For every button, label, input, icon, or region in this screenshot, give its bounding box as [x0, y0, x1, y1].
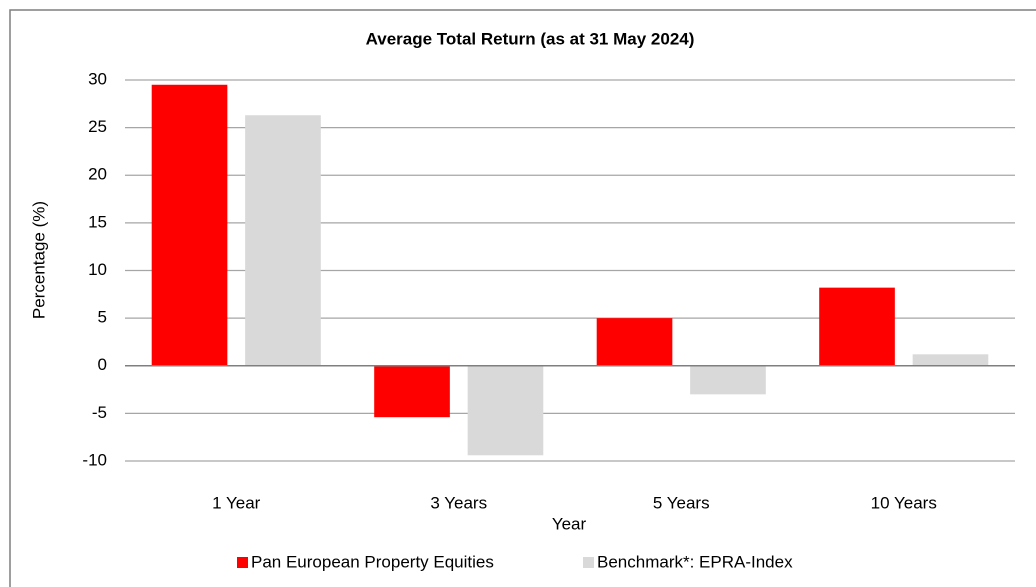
y-tick-label: 30 [88, 69, 107, 88]
legend-label: Pan European Property Equities [251, 552, 494, 571]
y-tick-label: 15 [88, 212, 107, 231]
y-tick-label: 5 [98, 308, 107, 327]
y-tick-label: 20 [88, 165, 107, 184]
y-tick-label: -10 [82, 450, 107, 469]
bar [374, 365, 450, 418]
bar [819, 287, 895, 366]
bar [151, 84, 228, 366]
x-tick-label: 1 Year [212, 493, 261, 512]
x-axis-label: Year [552, 514, 587, 533]
x-tick-label: 10 Years [871, 493, 937, 512]
legend-swatch [237, 557, 248, 568]
y-tick-label: 10 [88, 260, 107, 279]
x-tick-label: 5 Years [653, 493, 710, 512]
legend-swatch [583, 557, 594, 568]
bar [467, 365, 544, 456]
legend-label: Benchmark*: EPRA-Index [597, 552, 793, 571]
bar [912, 354, 989, 366]
x-tick-label: 3 Years [430, 493, 487, 512]
bar [690, 365, 766, 395]
y-axis-label: Percentage (%) [29, 201, 48, 319]
y-tick-label: -5 [92, 403, 107, 422]
y-tick-label: 0 [98, 355, 107, 374]
chart-frame [9, 9, 1036, 587]
bar [245, 115, 321, 366]
chart-title: Average Total Return (as at 31 May 2024) [366, 29, 695, 48]
y-tick-label: 25 [88, 117, 107, 136]
bar [596, 318, 673, 366]
